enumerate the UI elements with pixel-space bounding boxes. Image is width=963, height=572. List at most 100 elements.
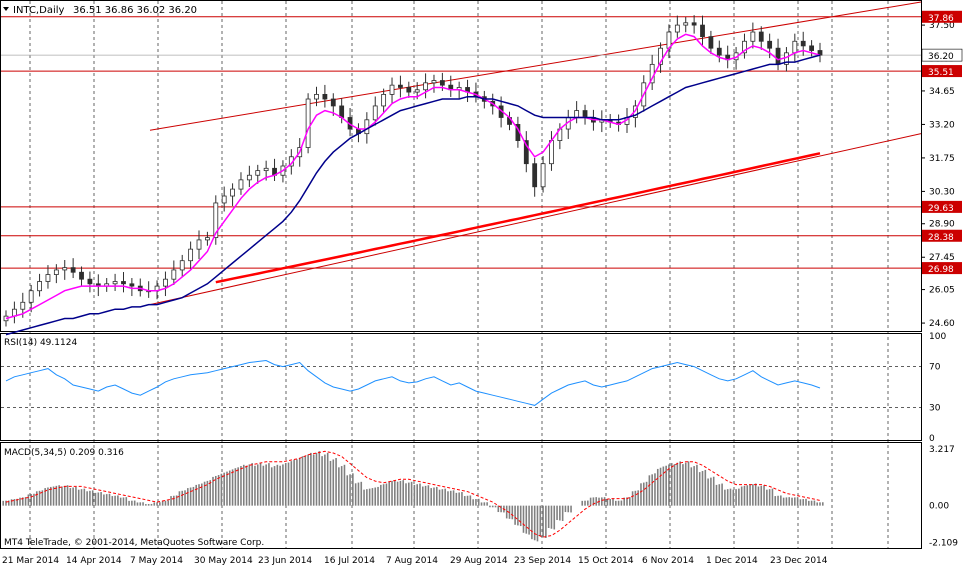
rsi-y-tick-label: 30: [929, 403, 941, 413]
x-tick-label: 23 Jun 2014: [258, 556, 312, 566]
candle-body: [179, 260, 185, 271]
candle-body: [37, 281, 42, 292]
candle-body: [758, 31, 764, 42]
candle-body: [775, 47, 781, 65]
candle-body: [716, 47, 722, 56]
candle-body: [188, 248, 194, 262]
candle-body: [414, 89, 420, 93]
rsi-layer: [1, 359, 921, 408]
ma-slow-line: [215, 152, 821, 284]
rsi-y-tick-label: 0: [929, 434, 935, 444]
candle-body: [330, 98, 336, 107]
candle-body: [221, 195, 227, 204]
candle-body: [28, 290, 34, 303]
candle-body: [255, 170, 261, 176]
candle-body: [205, 237, 210, 241]
macd-panel-frame: [0, 442, 922, 549]
y-tick-label: 26.05: [929, 286, 955, 296]
x-tick-label: 23 Sep 2014: [514, 556, 571, 566]
x-tick-label: 15 Oct 2014: [578, 556, 634, 566]
candle-body: [196, 239, 202, 250]
candle-body: [62, 267, 68, 271]
symbol-title: INTC,Daily: [13, 5, 64, 16]
x-tick-label: 29 Aug 2014: [450, 556, 508, 566]
candle-body: [423, 82, 428, 91]
level-label: 26.98: [928, 265, 954, 275]
candle-body: [439, 80, 445, 86]
candle-body: [129, 283, 135, 287]
candle-body: [53, 269, 59, 275]
y-tick-label: 24.60: [929, 319, 955, 329]
x-tick-label: 30 May 2014: [194, 556, 253, 566]
y-tick-label: 31.75: [929, 154, 955, 164]
candle-body: [549, 140, 554, 165]
candle-body: [238, 179, 244, 190]
candle-body: [163, 278, 168, 287]
candle-body: [700, 24, 705, 38]
candle-body: [79, 271, 84, 280]
level-label-bg: [922, 262, 962, 275]
candle-body: [45, 274, 51, 282]
ohlc-values: 36.51 36.86 36.02 36.20: [73, 5, 197, 16]
current-price-label-bg: [921, 48, 963, 62]
candle-body: [431, 80, 437, 84]
rsi-y-tick-label: 100: [929, 332, 946, 342]
x-tick-label: 16 Jul 2014: [324, 556, 375, 566]
x-tick-label: 6 Nov 2014: [642, 556, 694, 566]
candle-body: [750, 31, 756, 42]
macd-y-tick-label: 0.00: [929, 502, 949, 512]
current-price-label: 36.20: [928, 52, 954, 62]
level-label: 28.38: [928, 233, 954, 243]
x-tick-label: 7 May 2014: [130, 556, 183, 566]
candle-body: [339, 105, 345, 118]
candle-body: [213, 202, 219, 239]
channel-upper-line: [149, 1, 922, 131]
level-label-bg: [922, 10, 962, 23]
dropdown-triangle-icon[interactable]: [3, 7, 9, 11]
candle-body: [20, 301, 26, 310]
candle-body: [389, 84, 395, 95]
candle-body: [305, 98, 311, 148]
candle-body: [800, 40, 806, 47]
level-label-bg: [922, 65, 962, 78]
channel-lower-line: [149, 133, 922, 306]
candle-body: [792, 40, 798, 54]
macd-y-tick-label: 3.217: [929, 445, 955, 455]
candle-body: [314, 93, 319, 100]
macd-y-tick-label: -2.109: [929, 539, 958, 549]
level-label-bg: [922, 229, 962, 242]
x-tick-label: 14 Apr 2014: [66, 556, 122, 566]
macd-layer: [2, 450, 824, 542]
candle-body: [372, 105, 378, 121]
candle-body: [406, 87, 412, 93]
candle-body: [263, 167, 269, 172]
ma-fast-line: [5, 33, 821, 320]
price-layer: [1, 1, 922, 336]
candle-body: [364, 119, 370, 135]
candle-body: [742, 40, 747, 54]
candle-body: [112, 281, 118, 285]
price-panel-frame: [0, 0, 922, 332]
x-tick-label: 1 Dec 2014: [706, 556, 758, 566]
candle-body: [87, 278, 93, 285]
candle-body: [322, 93, 328, 100]
y-tick-label: 33.20: [929, 120, 955, 130]
candle-body: [171, 269, 177, 280]
candle-body: [691, 22, 697, 26]
copyright-text: MT4 TeleTrade, © 2001-2014, MetaQuotes S…: [4, 538, 264, 548]
y-tick-label: 27.45: [929, 253, 955, 263]
chart-header: INTC,Daily 36.51 36.86 36.02 36.20: [3, 5, 197, 16]
x-tick-label: 21 Mar 2014: [2, 556, 59, 566]
candle-body: [121, 281, 126, 285]
level-label: 35.51: [928, 68, 954, 78]
level-label: 29.63: [928, 204, 954, 214]
axes: 21 Mar 2014 14 Apr 2014 7 May 2014 30 May 2…: [2, 10, 963, 566]
candle-body: [381, 93, 387, 107]
candle-body: [230, 188, 235, 197]
candle-body: [582, 110, 588, 118]
candle-body: [532, 163, 538, 188]
x-tick-label: 23 Dec 2014: [770, 556, 828, 566]
y-tick-label: 34.65: [929, 87, 955, 97]
